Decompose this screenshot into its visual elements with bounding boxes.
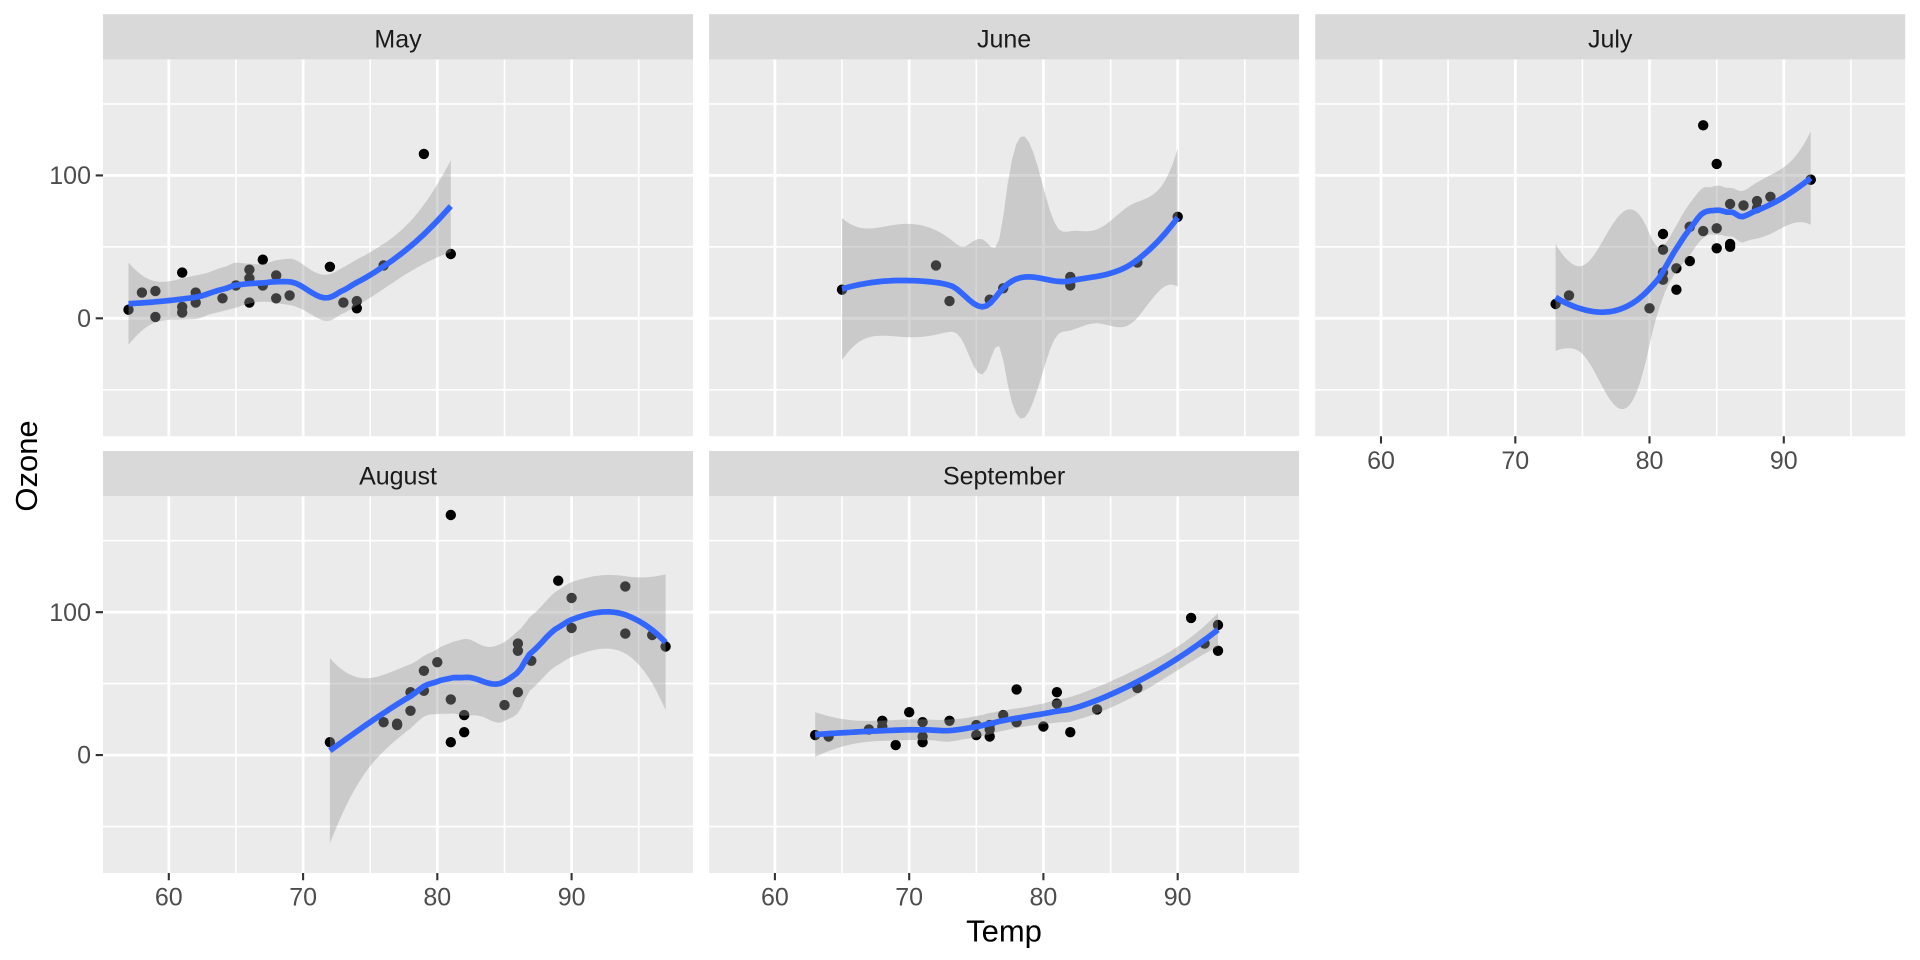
svg-text:0: 0 <box>77 305 91 333</box>
svg-text:70: 70 <box>895 884 923 912</box>
svg-text:90: 90 <box>1770 447 1798 475</box>
svg-text:70: 70 <box>1501 447 1529 475</box>
svg-text:80: 80 <box>423 884 451 912</box>
svg-text:60: 60 <box>1367 447 1395 475</box>
svg-text:60: 60 <box>155 884 183 912</box>
svg-text:100: 100 <box>49 162 91 190</box>
svg-text:August: August <box>359 462 437 490</box>
svg-text:90: 90 <box>558 884 586 912</box>
svg-text:Ozone: Ozone <box>9 420 44 511</box>
svg-text:May: May <box>374 26 422 54</box>
svg-text:90: 90 <box>1164 884 1192 912</box>
svg-text:70: 70 <box>289 884 317 912</box>
svg-text:July: July <box>1588 26 1633 54</box>
svg-text:September: September <box>943 462 1065 490</box>
svg-text:Temp: Temp <box>966 914 1042 949</box>
svg-text:0: 0 <box>77 742 91 770</box>
svg-text:80: 80 <box>1636 447 1664 475</box>
svg-text:June: June <box>977 26 1031 54</box>
svg-text:100: 100 <box>49 599 91 627</box>
svg-text:60: 60 <box>761 884 789 912</box>
svg-text:80: 80 <box>1029 884 1057 912</box>
